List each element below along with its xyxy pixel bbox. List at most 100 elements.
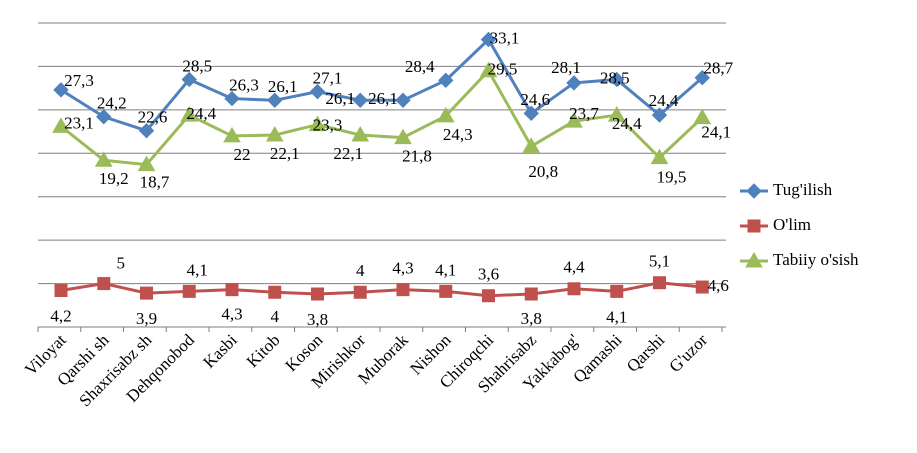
data-point — [653, 276, 666, 290]
data-point — [394, 128, 412, 145]
legend: Tug'ilish O'lim Tabiiy o'sish — [740, 180, 859, 269]
data-label: 4,4 — [563, 258, 585, 277]
data-label: 22,1 — [270, 144, 300, 163]
data-point — [479, 61, 498, 78]
series-line — [60, 68, 704, 167]
data-point — [138, 122, 155, 139]
data-point — [311, 287, 324, 301]
data-label: 24,6 — [520, 90, 550, 109]
data-point — [565, 112, 583, 128]
data-point — [607, 106, 626, 122]
data-point — [610, 284, 624, 298]
data-label: 28,5 — [600, 68, 630, 87]
data-label: 5,1 — [649, 252, 670, 271]
data-label: 27,3 — [64, 71, 94, 90]
data-point — [223, 126, 241, 143]
data-point — [567, 282, 581, 296]
data-point — [268, 285, 282, 299]
data-label: 18,7 — [140, 172, 170, 191]
data-label: 24,4 — [649, 91, 679, 110]
data-point — [438, 72, 454, 89]
data-point — [524, 287, 538, 301]
data-label: 24,1 — [701, 123, 731, 142]
data-point — [436, 106, 455, 123]
data-label: 4 — [271, 307, 280, 326]
data-label: 21,8 — [402, 147, 432, 166]
data-label: 4,3 — [221, 305, 242, 324]
legend-marker — [747, 219, 761, 233]
x-tick-label: Qamashi — [569, 330, 625, 386]
data-point — [265, 126, 284, 142]
data-point — [97, 277, 111, 291]
data-label: 27,1 — [313, 69, 343, 88]
data-point — [309, 83, 326, 100]
data-label-layer: 27,324,222,628,526,3 26,1 27,126,1 26,128,4… — [50, 28, 733, 328]
data-label: 4,6 — [708, 276, 729, 295]
data-point — [352, 92, 368, 109]
data-point — [522, 137, 541, 153]
data-point — [693, 108, 712, 125]
data-label: 3,8 — [521, 309, 542, 328]
data-point — [52, 117, 70, 133]
data-point — [609, 71, 625, 88]
data-point — [694, 70, 710, 86]
data-point — [308, 115, 327, 132]
data-point — [225, 283, 239, 297]
series-layer — [52, 31, 712, 303]
data-point — [351, 126, 370, 142]
data-label: 23,1 — [64, 113, 94, 132]
data-point — [651, 107, 668, 123]
legend-label: Tug'ilish — [773, 180, 833, 199]
data-point — [353, 285, 367, 299]
data-label: 26,1 — [368, 89, 398, 108]
legend-marker — [745, 251, 763, 268]
data-label: 28,7 — [703, 59, 733, 78]
data-label: 4,1 — [606, 307, 627, 326]
series-line — [60, 37, 704, 133]
data-point — [439, 284, 453, 298]
legend-label: O'lim — [773, 215, 811, 234]
data-label: 24,3 — [443, 125, 473, 144]
data-label: 26,1 — [325, 89, 355, 108]
data-label: 19,2 — [99, 169, 129, 188]
data-point — [94, 151, 113, 167]
data-label: 3,6 — [478, 265, 499, 284]
series-line — [60, 281, 703, 298]
data-point — [182, 284, 196, 298]
data-point — [650, 148, 669, 165]
x-tick-label: Kitob — [243, 330, 284, 371]
x-tick-label: Kasbi — [199, 330, 241, 372]
legend-label: Tabiiy o'sish — [773, 250, 859, 269]
x-tick-label: Qarshi — [623, 330, 669, 376]
data-label: 4 — [356, 261, 365, 280]
data-point — [137, 155, 156, 172]
data-point — [396, 283, 410, 297]
data-point — [395, 92, 411, 109]
data-label: 24,4 — [612, 114, 642, 133]
data-label: 29,5 — [488, 60, 518, 79]
data-point — [224, 90, 240, 107]
data-point — [482, 289, 495, 303]
data-label: 33,1 — [490, 28, 520, 47]
legend-marker — [746, 183, 762, 199]
data-label: 28,4 — [405, 57, 435, 76]
data-point — [566, 75, 582, 91]
data-label: 22,1 — [333, 144, 363, 163]
data-point — [523, 105, 539, 122]
data-label: 22,6 — [138, 108, 168, 127]
data-label: 26,3 — [229, 75, 259, 94]
data-point — [53, 82, 69, 98]
data-label: 20,8 — [528, 162, 558, 181]
data-label: 23,7 — [569, 104, 599, 123]
data-point — [96, 109, 112, 125]
data-label: 23,3 — [313, 116, 343, 135]
data-label: 4,1 — [435, 260, 456, 279]
data-label: 4,2 — [50, 306, 71, 325]
data-label: 24,4 — [186, 104, 216, 123]
data-label: 5 — [117, 253, 126, 272]
data-label: 3,8 — [307, 310, 328, 329]
data-label: 19,5 — [657, 168, 687, 187]
